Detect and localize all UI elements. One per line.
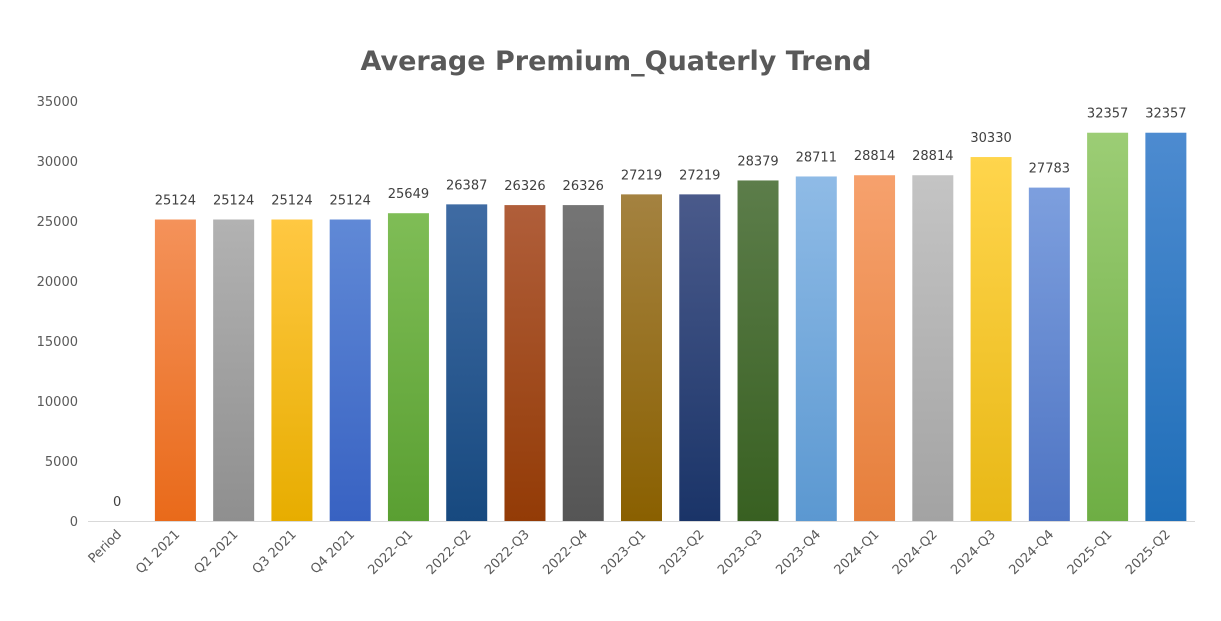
- data-label: 25124: [271, 194, 312, 209]
- y-tick-label: 5000: [45, 455, 78, 470]
- bar-2024-q2: [912, 175, 954, 521]
- data-label: 26326: [504, 179, 545, 194]
- bar-q2-2021: [213, 219, 255, 521]
- data-label: 28814: [854, 149, 895, 164]
- data-label: 28814: [912, 149, 953, 164]
- x-axis-ticks: Period Q1 2021 Q2 2021 Q3 2021 Q4 2021 2022-Q…: [86, 527, 1174, 578]
- bar-2023-q3: [737, 180, 779, 521]
- data-label: 28379: [737, 154, 778, 169]
- x-tick-label: 2022-Q2: [424, 527, 475, 578]
- x-tick-label: 2025-Q1: [1065, 527, 1116, 578]
- bar-2023-q1: [621, 194, 662, 521]
- x-tick-label: Q4 2021: [308, 527, 358, 577]
- data-label: 25124: [330, 194, 371, 209]
- bar-2022-q2: [446, 204, 488, 521]
- bar-2023-q2: [679, 194, 721, 521]
- y-tick-label: 25000: [37, 215, 78, 230]
- x-tick-label: 2024-Q3: [948, 527, 999, 578]
- bars: [154, 132, 1187, 522]
- data-label: 25649: [388, 187, 429, 202]
- bar-q4-2021: [329, 219, 371, 521]
- chart-title: Average Premium_Quaterly Trend: [361, 46, 872, 77]
- y-tick-label: 10000: [37, 395, 78, 410]
- x-tick-label: 2022-Q3: [482, 527, 533, 578]
- x-tick-label: 2022-Q4: [540, 527, 591, 578]
- x-tick-label: 2024-Q2: [890, 527, 941, 578]
- y-tick-label: 15000: [37, 335, 78, 350]
- data-label: 27219: [621, 168, 662, 183]
- x-tick-label: 2023-Q4: [773, 527, 824, 578]
- bar-2025-q2: [1145, 132, 1187, 521]
- y-axis-ticks: 0 5000 10000 15000 20000 25000 30000 35000: [37, 95, 78, 530]
- x-tick-label: 2022-Q1: [366, 527, 417, 578]
- bar-q3-2021: [271, 219, 313, 521]
- bar-2022-q1: [387, 213, 429, 521]
- data-label: 25124: [155, 194, 196, 209]
- data-label: 27219: [679, 168, 720, 183]
- x-tick-label: 2023-Q3: [715, 527, 766, 578]
- data-label: 27783: [1029, 162, 1070, 177]
- x-tick-label: Q3 2021: [250, 527, 300, 577]
- data-label: 28711: [796, 150, 837, 165]
- x-tick-label: Q2 2021: [191, 527, 241, 577]
- x-tick-label: 2023-Q1: [599, 527, 650, 578]
- y-tick-label: 30000: [37, 155, 78, 170]
- x-tick-label: Period: [86, 527, 125, 566]
- x-tick-label: 2023-Q2: [657, 527, 708, 578]
- bar-2024-q4: [1028, 187, 1070, 521]
- x-tick-label: 2024-Q1: [832, 527, 883, 578]
- y-tick-label: 0: [70, 515, 78, 530]
- bar-2025-q1: [1087, 132, 1129, 521]
- bar-2024-q3: [970, 157, 1012, 522]
- y-tick-label: 20000: [37, 275, 78, 290]
- data-label: 26387: [446, 178, 487, 193]
- bar-2023-q4: [795, 176, 837, 521]
- data-label: 32357: [1145, 107, 1186, 122]
- bar-q1-2021: [154, 219, 196, 521]
- x-tick-label: Q1 2021: [133, 527, 183, 577]
- data-label: 32357: [1087, 107, 1128, 122]
- y-tick-label: 35000: [37, 95, 78, 110]
- x-tick-label: 2025-Q2: [1123, 527, 1174, 578]
- data-labels: 0 25124 25124 25124 25124 25649 26387 26326 2632…: [113, 107, 1187, 510]
- data-label: 25124: [213, 194, 254, 209]
- bar-2022-q4: [562, 205, 604, 521]
- data-label: 30330: [970, 131, 1011, 146]
- bar-2024-q1: [854, 175, 896, 521]
- data-label: 26326: [563, 179, 604, 194]
- bar-2022-q3: [504, 205, 546, 521]
- x-tick-label: 2024-Q4: [1006, 527, 1057, 578]
- data-label: 0: [113, 495, 121, 510]
